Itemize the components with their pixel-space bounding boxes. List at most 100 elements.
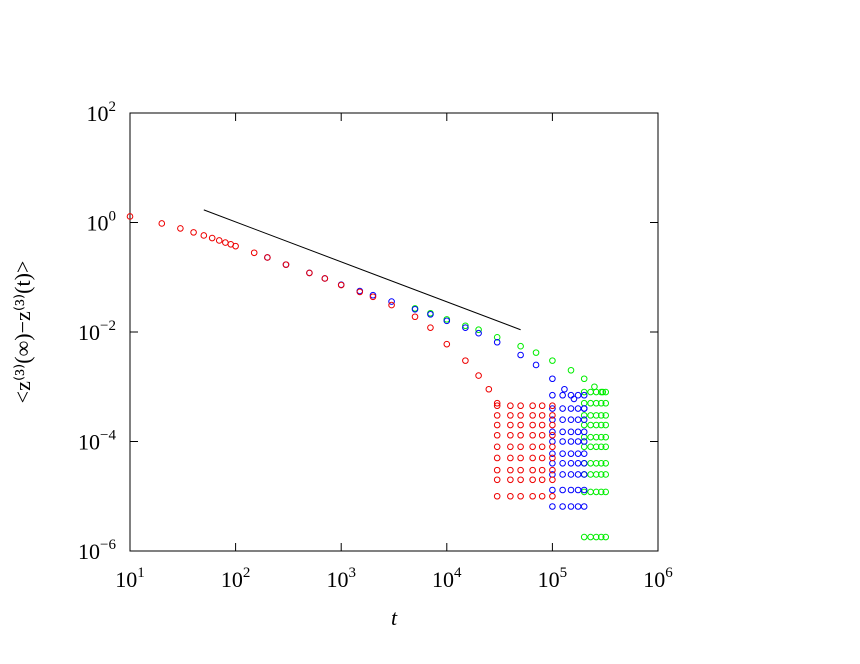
- point: [549, 459, 556, 467]
- tick-label: 10−2: [78, 318, 116, 345]
- point: [507, 492, 514, 500]
- point: [529, 402, 536, 410]
- point: [592, 388, 600, 396]
- tick-exponent: 2: [109, 99, 117, 115]
- point: [538, 412, 546, 419]
- tick-base: 10: [87, 101, 109, 126]
- point: [592, 433, 600, 441]
- point: [411, 305, 419, 313]
- point: [493, 402, 501, 410]
- point: [388, 301, 395, 309]
- tick-base: 10: [78, 430, 100, 455]
- point: [602, 433, 610, 441]
- point: [580, 388, 588, 396]
- tick-base: 10: [115, 567, 137, 592]
- point: [602, 399, 610, 407]
- point: [580, 438, 588, 445]
- point: [507, 466, 514, 474]
- point: [567, 391, 575, 399]
- point: [567, 405, 575, 412]
- point: [517, 351, 524, 359]
- point: [507, 476, 514, 484]
- tick-base: 10: [78, 320, 100, 345]
- point: [559, 503, 566, 510]
- point: [250, 249, 258, 257]
- point: [462, 324, 469, 331]
- tick-exponent: 0: [109, 209, 117, 225]
- point: [538, 402, 546, 410]
- tick-label: 103: [326, 565, 356, 592]
- point: [475, 329, 482, 337]
- point: [549, 486, 556, 494]
- point: [549, 391, 556, 399]
- tick-label: 105: [538, 565, 568, 592]
- point: [592, 421, 600, 429]
- point: [567, 366, 575, 374]
- point: [529, 476, 536, 484]
- point: [592, 488, 600, 496]
- y-axis-label: <z⁽³⁾(∞)−z⁽³⁾(t)>: [10, 261, 35, 404]
- point: [549, 492, 556, 500]
- tick-base: 10: [326, 567, 348, 592]
- point: [517, 454, 524, 462]
- point: [591, 383, 598, 391]
- reference-line: [203, 209, 521, 331]
- point: [538, 443, 546, 451]
- tick-exponent: 1: [137, 565, 145, 581]
- point: [592, 459, 600, 467]
- point: [232, 242, 239, 250]
- point: [580, 533, 588, 541]
- point: [493, 443, 501, 451]
- tick-label: 102: [221, 565, 251, 592]
- tick-label: 101: [115, 565, 145, 592]
- tick-exponent: 5: [560, 565, 568, 581]
- point: [587, 421, 594, 429]
- point: [567, 416, 575, 424]
- point: [356, 288, 364, 296]
- point: [549, 421, 556, 429]
- point: [574, 471, 582, 478]
- point: [549, 405, 556, 412]
- point: [282, 261, 290, 268]
- point: [580, 391, 588, 399]
- point: [517, 476, 524, 484]
- point: [574, 459, 582, 467]
- plot-frame: [129, 112, 659, 552]
- point: [529, 466, 536, 474]
- point: [597, 433, 605, 441]
- point: [538, 476, 546, 484]
- point: [574, 405, 582, 412]
- point: [215, 237, 223, 244]
- point: [559, 391, 566, 399]
- point: [587, 399, 594, 407]
- tick-base: 10: [87, 211, 109, 236]
- point: [529, 454, 536, 462]
- point: [597, 412, 605, 419]
- point: [475, 326, 482, 334]
- point: [427, 311, 434, 318]
- point: [602, 471, 610, 478]
- point: [574, 391, 582, 399]
- point: [507, 412, 514, 419]
- tick-label: 102: [87, 99, 117, 126]
- tick-label: 10−6: [78, 537, 116, 564]
- point: [517, 421, 524, 429]
- point: [538, 431, 546, 439]
- point: [574, 416, 582, 424]
- tick-exponent: −4: [100, 428, 116, 444]
- point: [475, 372, 482, 379]
- point: [517, 443, 524, 451]
- point: [177, 225, 184, 232]
- point: [580, 486, 588, 494]
- point: [549, 466, 556, 474]
- tick-base: 10: [643, 567, 665, 592]
- point: [538, 454, 546, 462]
- point: [587, 471, 594, 478]
- point: [580, 450, 588, 457]
- point: [587, 433, 594, 441]
- point: [549, 454, 556, 462]
- point: [602, 459, 610, 467]
- point: [190, 229, 197, 236]
- point: [567, 459, 575, 467]
- point: [411, 313, 419, 321]
